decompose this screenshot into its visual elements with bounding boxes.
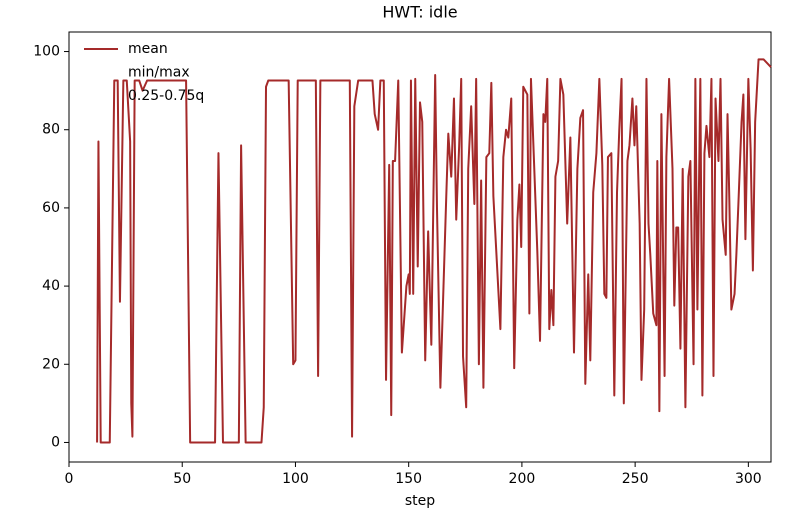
legend-label: 0.25-0.75q bbox=[128, 88, 204, 104]
x-tick-label: 50 bbox=[173, 471, 191, 487]
x-tick-label: 150 bbox=[395, 471, 422, 487]
y-tick-label: 40 bbox=[42, 278, 60, 294]
y-tick-label: 0 bbox=[51, 434, 60, 450]
y-tick-label: 60 bbox=[42, 200, 60, 216]
x-tick-label: 0 bbox=[65, 471, 74, 487]
plot-frame bbox=[68, 31, 772, 463]
x-tick-label: 100 bbox=[282, 471, 309, 487]
y-tick-label: 80 bbox=[42, 122, 60, 138]
y-tick-label: 100 bbox=[33, 44, 60, 60]
chart-title: HWT: idle bbox=[382, 3, 457, 22]
legend-label: mean bbox=[128, 41, 168, 57]
x-tick-label: 250 bbox=[622, 471, 649, 487]
line-series bbox=[96, 58, 772, 444]
legend-label: min/max bbox=[128, 65, 190, 81]
y-tick-label: 20 bbox=[42, 356, 60, 372]
x-tick-label: 200 bbox=[509, 471, 536, 487]
x-tick-label: 300 bbox=[735, 471, 762, 487]
x-axis-label: step bbox=[405, 493, 435, 509]
